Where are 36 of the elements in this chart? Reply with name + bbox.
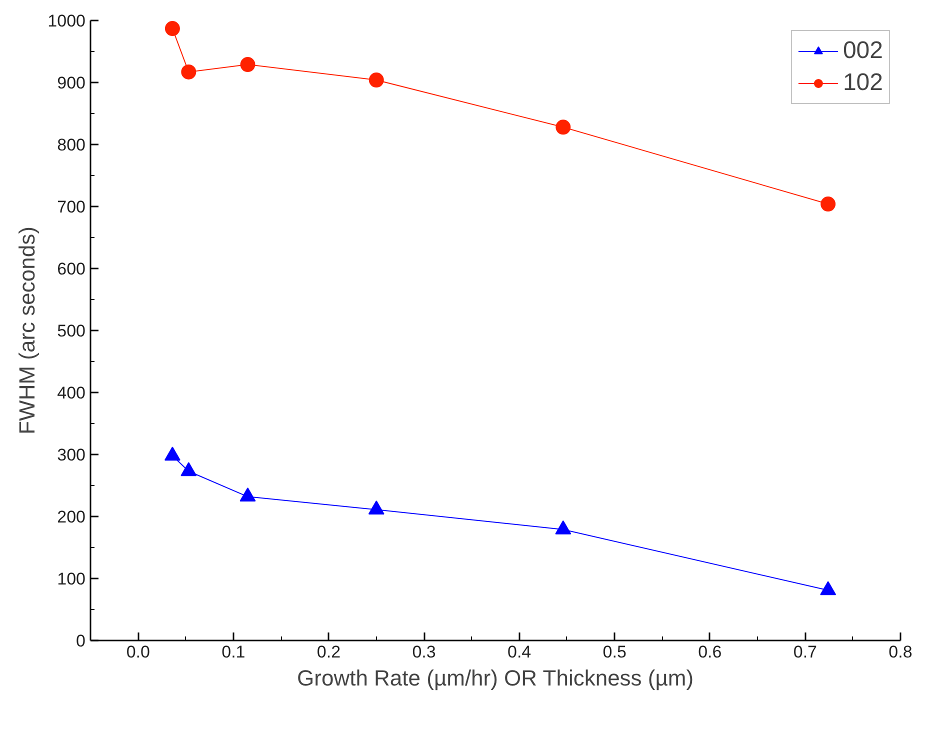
- y-tick-label: 800: [57, 136, 86, 154]
- y-tick-label: 300: [57, 446, 86, 464]
- y-tick-label: 1000: [48, 12, 86, 30]
- x-tick-label: 0.3: [412, 642, 436, 662]
- y-tick-label: 500: [57, 322, 86, 340]
- x-axis-title: Growth Rate (µm/hr) OR Thickness (µm): [297, 666, 694, 690]
- legend-label: 102: [842, 69, 883, 97]
- y-axis-title: FWHM (arc seconds): [14, 226, 40, 434]
- point: [820, 196, 836, 212]
- y-tick-label: 400: [57, 384, 86, 402]
- point: [181, 64, 196, 80]
- x-tick-label: 0.7: [793, 642, 818, 662]
- x-tick-label: 0.8: [888, 642, 912, 662]
- y-tick-label: 0: [76, 632, 86, 650]
- y-tick-label: 200: [57, 508, 86, 526]
- x-tick-label: 0.4: [508, 642, 532, 662]
- point: [180, 462, 197, 476]
- y-tick-label: 100: [57, 570, 86, 588]
- y-tick-label: 700: [57, 198, 86, 216]
- x-tick-label: 0.1: [222, 642, 246, 662]
- x-tick-label: 0.6: [698, 642, 722, 662]
- point: [820, 581, 836, 596]
- x-tick-label: 0.2: [316, 642, 341, 662]
- point: [240, 488, 256, 502]
- y-tick-label: 600: [57, 260, 86, 278]
- point: [555, 520, 572, 534]
- x-tick-label: 0.0: [126, 642, 150, 662]
- point: [556, 120, 571, 135]
- point: [368, 72, 384, 88]
- legend-label: 002: [842, 37, 883, 65]
- point: [164, 446, 180, 461]
- point: [368, 500, 384, 515]
- point: [240, 57, 256, 72]
- x-tick-label: 0.5: [602, 642, 626, 662]
- point: [164, 21, 180, 36]
- y-tick-label: 900: [57, 74, 86, 92]
